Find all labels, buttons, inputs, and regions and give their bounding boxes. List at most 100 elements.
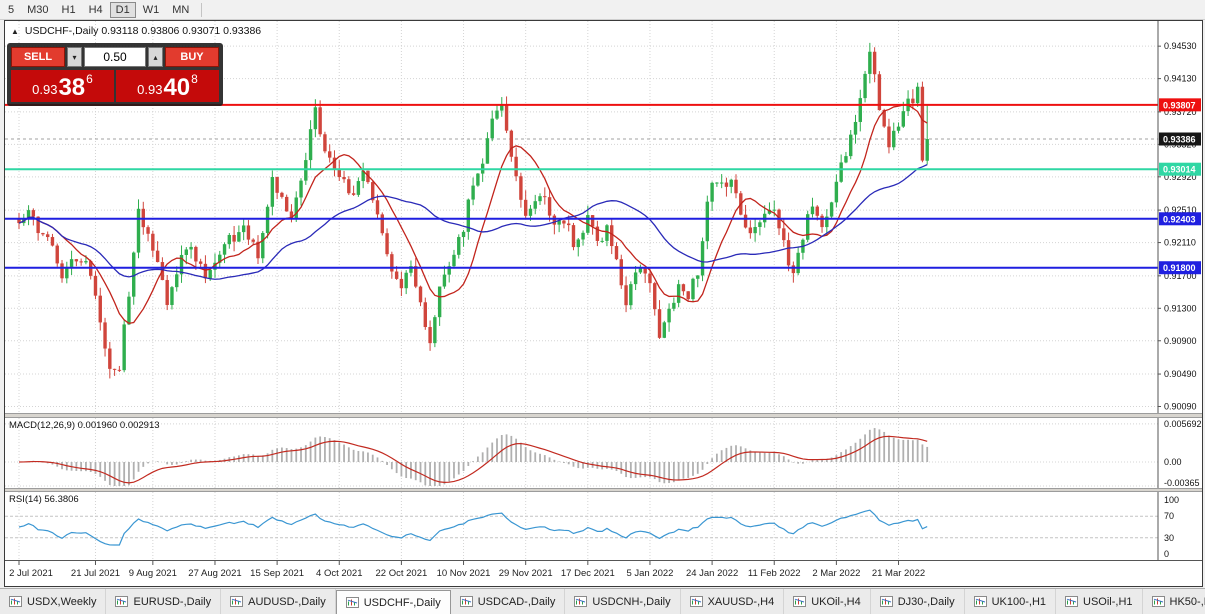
- chart-tab-label: USDCHF-,Daily: [363, 596, 441, 609]
- chart-file-icon: [574, 596, 588, 607]
- volume-input[interactable]: [84, 47, 146, 67]
- svg-text:0.92403: 0.92403: [1163, 214, 1196, 224]
- svg-text:70: 70: [1164, 511, 1174, 521]
- chart-file-icon: [9, 596, 22, 607]
- chart-tab-label: HK50-,H1: [1169, 595, 1205, 608]
- chart-tab-label: USDCAD-,Daily: [477, 595, 556, 608]
- macd-pane[interactable]: 0.005692 0.00 -0.00365 MACD(12,26,9) 0.001…: [5, 418, 1202, 488]
- svg-text:0.005692: 0.005692: [1164, 419, 1202, 429]
- rsi-pane[interactable]: 100 70 30 0 RSI(14) 56.3806: [5, 492, 1202, 560]
- macd-signal-line: [18, 435, 928, 484]
- chart-tab-usdx-weekly[interactable]: USDX,Weekly: [0, 589, 107, 614]
- svg-text:0.94530: 0.94530: [1164, 41, 1197, 51]
- pane-splitter-rsi[interactable]: [5, 488, 1202, 492]
- svg-text:0.90490: 0.90490: [1164, 369, 1197, 379]
- svg-text:21 Jul 2021: 21 Jul 2021: [71, 568, 120, 579]
- chart-tab-usdcnh-daily[interactable]: USDCNH-,Daily: [565, 589, 681, 614]
- chart-tab-hk50-h1[interactable]: HK50-,H1: [1143, 589, 1205, 614]
- svg-text:0.93386: 0.93386: [1163, 135, 1196, 145]
- timeframe-button-W1[interactable]: W1: [137, 2, 166, 18]
- rsi-chart-canvas[interactable]: 100 70 30 0: [5, 492, 1202, 560]
- timeframe-button-5[interactable]: 5: [2, 2, 20, 18]
- chart-tab-usoil-h1[interactable]: USOil-,H1: [1056, 589, 1143, 614]
- volume-increase-button[interactable]: ▴: [148, 47, 163, 67]
- svg-text:10 Nov 2021: 10 Nov 2021: [437, 568, 491, 579]
- time-axis[interactable]: 2 Jul 2021 21 Jul 2021 9 Aug 2021 27 Aug 20…: [5, 560, 1202, 586]
- svg-text:0.91300: 0.91300: [1164, 303, 1197, 313]
- svg-text:100: 100: [1164, 495, 1179, 505]
- svg-text:5 Jan 2022: 5 Jan 2022: [626, 568, 673, 579]
- chart-file-icon: [230, 596, 244, 607]
- timeframe-button-MN[interactable]: MN: [166, 2, 195, 18]
- svg-text:0.00: 0.00: [1164, 457, 1182, 467]
- buy-price-pips: 40: [163, 74, 191, 101]
- svg-text:0.91800: 0.91800: [1163, 263, 1196, 273]
- svg-text:0.90900: 0.90900: [1164, 336, 1197, 346]
- chart-tab-audusd-daily[interactable]: AUDUSD-,Daily: [221, 589, 336, 614]
- timeframe-button-H4[interactable]: H4: [83, 2, 109, 18]
- chart-tab-ukoil-h4[interactable]: UKOil-,H4: [784, 589, 871, 614]
- buy-price-display[interactable]: 0.93 40 8: [116, 70, 219, 102]
- sell-price-pips: 38: [58, 74, 86, 101]
- chart-tab-label: XAUUSD-,H4: [707, 595, 775, 608]
- timeframe-button-D1[interactable]: D1: [109, 1, 136, 18]
- trade-panel-prices: 0.93 38 6 0.93 40 8: [11, 70, 219, 102]
- chart-tab-label: USDCNH-,Daily: [592, 595, 671, 608]
- chart-file-icon: [345, 597, 359, 608]
- sell-price-display[interactable]: 0.93 38 6: [11, 70, 114, 102]
- chart-file-icon: [879, 596, 893, 607]
- macd-chart-canvas[interactable]: 0.005692 0.00 -0.00365: [5, 418, 1202, 488]
- chart-file-icon: [115, 596, 129, 607]
- chart-file-icon: [1065, 596, 1079, 607]
- buy-price-figure: 0.93: [137, 82, 163, 97]
- rsi-line: [18, 509, 928, 546]
- svg-text:0.92510: 0.92510: [1164, 205, 1197, 215]
- svg-text:0: 0: [1164, 549, 1169, 559]
- svg-text:24 Jan 2022: 24 Jan 2022: [686, 568, 738, 579]
- chart-tabs-bar: USDX,Weekly EURUSD-,Daily AUDUSD-,Daily USD…: [0, 588, 1205, 614]
- svg-text:4 Oct 2021: 4 Oct 2021: [316, 568, 362, 579]
- svg-text:21 Mar 2022: 21 Mar 2022: [872, 568, 925, 579]
- chart-tab-uk100-h1[interactable]: UK100-,H1: [965, 589, 1057, 614]
- chart-tab-xauusd-h4[interactable]: XAUUSD-,H4: [681, 589, 785, 614]
- timeframe-button-H1[interactable]: H1: [56, 2, 82, 18]
- chart-file-icon: [973, 596, 987, 607]
- svg-text:9 Aug 2021: 9 Aug 2021: [129, 568, 177, 579]
- sell-button[interactable]: SELL: [11, 47, 65, 67]
- chart-tab-eurusd-daily[interactable]: EURUSD-,Daily: [106, 589, 222, 614]
- svg-text:15 Sep 2021: 15 Sep 2021: [250, 568, 304, 579]
- sell-price-figure: 0.93: [32, 82, 58, 97]
- volume-decrease-button[interactable]: ▾: [67, 47, 82, 67]
- moving-average-10: [18, 104, 928, 325]
- chart-tab-usdchf-daily[interactable]: USDCHF-,Daily: [335, 590, 451, 614]
- svg-text:30: 30: [1164, 533, 1174, 543]
- moving-average-34: [18, 164, 928, 280]
- chart-tab-usdcad-daily[interactable]: USDCAD-,Daily: [451, 589, 566, 614]
- price-pane[interactable]: 0.945300.941300.937200.933200.929200.925…: [5, 21, 1202, 413]
- svg-text:0.92920: 0.92920: [1164, 172, 1197, 182]
- svg-text:27 Aug 2021: 27 Aug 2021: [188, 568, 241, 579]
- chart-tab-dj30-daily[interactable]: DJ30-,Daily: [871, 589, 965, 614]
- svg-text:22 Oct 2021: 22 Oct 2021: [376, 568, 428, 579]
- svg-text:0.90090: 0.90090: [1164, 402, 1197, 412]
- svg-text:0.91700: 0.91700: [1164, 271, 1197, 281]
- time-axis-canvas[interactable]: 2 Jul 2021 21 Jul 2021 9 Aug 2021 27 Aug 20…: [5, 561, 1202, 586]
- timeframe-button-M30[interactable]: M30: [21, 2, 54, 18]
- svg-text:0.94130: 0.94130: [1164, 74, 1197, 84]
- chart-file-icon: [1151, 596, 1165, 607]
- chart-tab-label: DJ30-,Daily: [897, 595, 955, 608]
- svg-text:0.93014: 0.93014: [1163, 165, 1196, 175]
- chart-tab-label: AUDUSD-,Daily: [248, 595, 326, 608]
- chart-tab-label: UK100-,H1: [991, 595, 1047, 608]
- sell-price-pipette: 6: [86, 72, 93, 86]
- svg-text:29 Nov 2021: 29 Nov 2021: [499, 568, 553, 579]
- svg-text:2 Jul 2021: 2 Jul 2021: [9, 568, 53, 579]
- chart-window: 0.945300.941300.937200.933200.929200.925…: [4, 20, 1203, 587]
- svg-text:0.93720: 0.93720: [1164, 107, 1197, 117]
- svg-text:0.92110: 0.92110: [1164, 238, 1196, 248]
- buy-button[interactable]: BUY: [165, 47, 219, 67]
- svg-text:2 Mar 2022: 2 Mar 2022: [812, 568, 860, 579]
- pane-splitter-macd[interactable]: [5, 413, 1202, 418]
- svg-text:17 Dec 2021: 17 Dec 2021: [561, 568, 615, 579]
